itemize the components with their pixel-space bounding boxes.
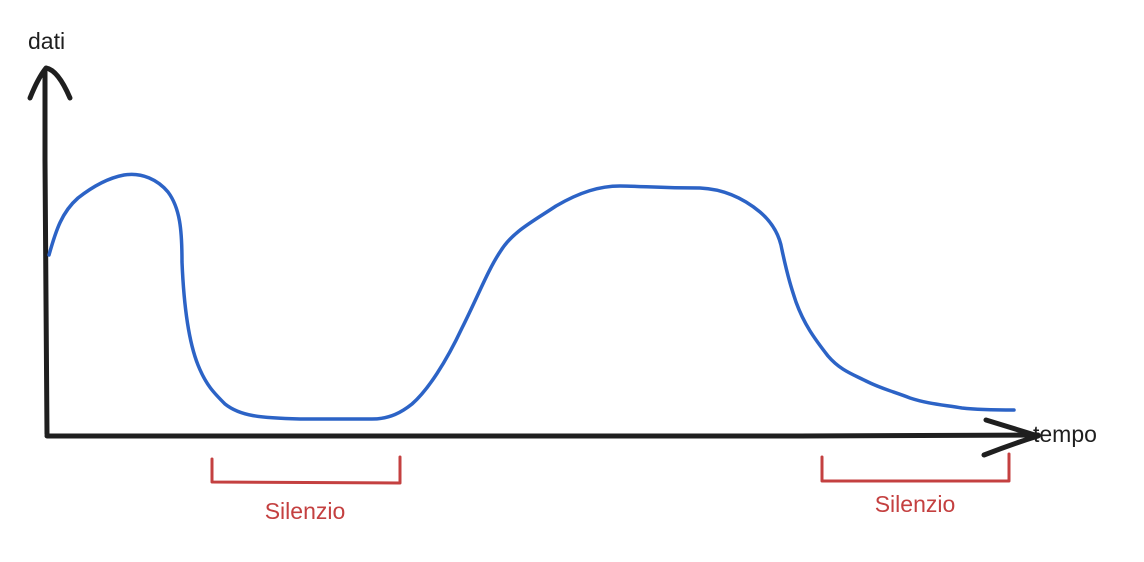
- silence-label-1: Silenzio: [265, 498, 346, 524]
- signal-curve: [47, 172, 1016, 421]
- x-axis: [44, 432, 1041, 439]
- silence-label-2: Silenzio: [875, 491, 956, 517]
- x-axis-label: tempo: [1033, 421, 1097, 447]
- y-axis-arrowhead: [27, 65, 73, 101]
- y-axis: [42, 69, 50, 437]
- silence-bracket-2: [820, 452, 1011, 483]
- x-axis-arrowhead: [981, 417, 1041, 458]
- y-axis-label: dati: [28, 28, 65, 54]
- silence-bracket-1: [210, 455, 402, 485]
